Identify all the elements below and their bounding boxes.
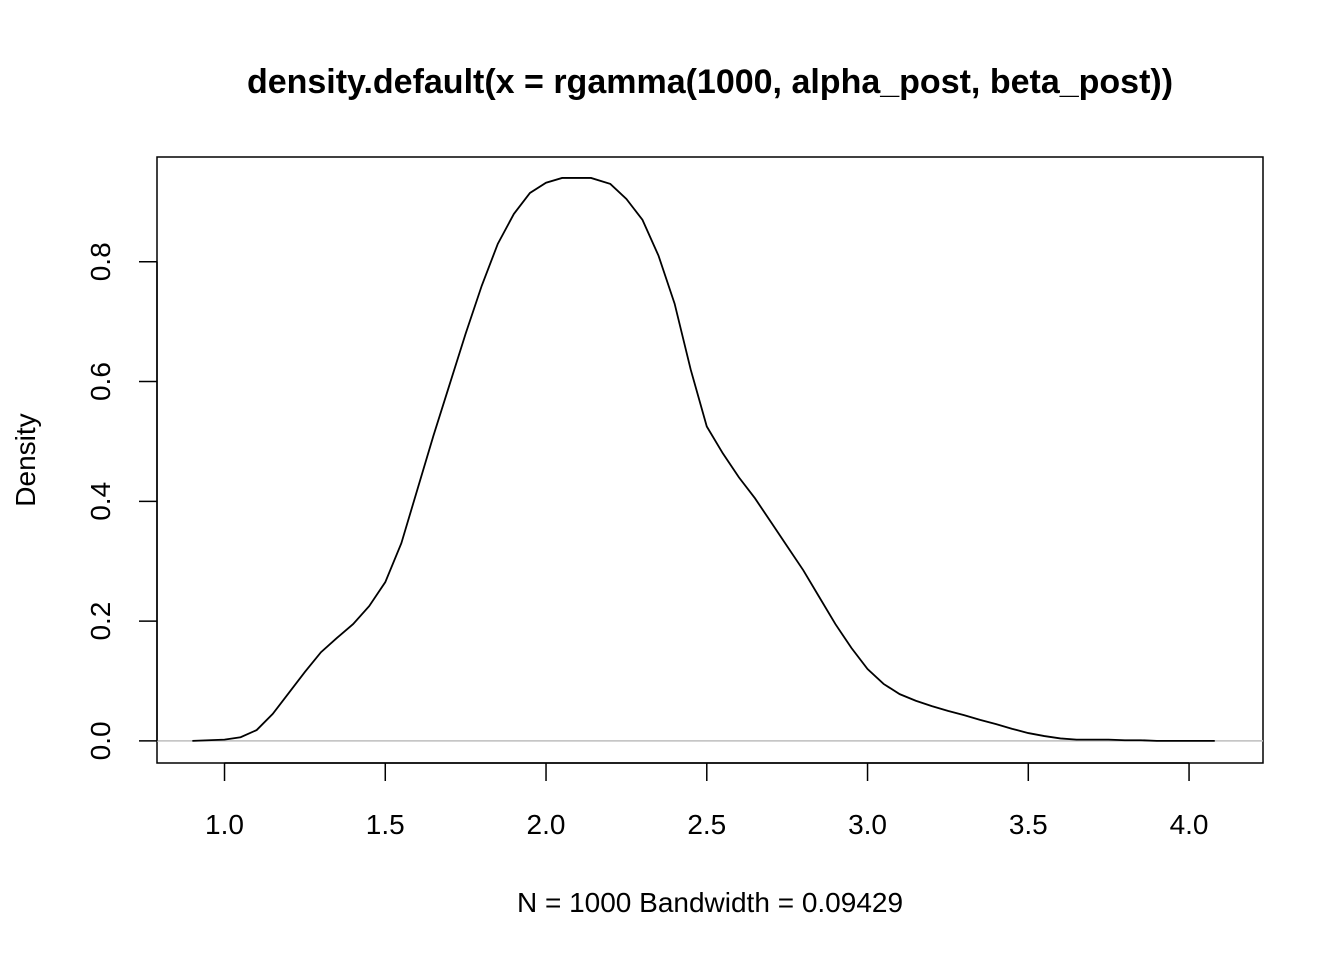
y-tick-label: 0.2 [85, 602, 116, 641]
x-axis-label: N = 1000 Bandwidth = 0.09429 [517, 887, 903, 918]
y-axis-label: Density [10, 413, 41, 506]
y-tick-label: 0.0 [85, 721, 116, 760]
x-tick-label: 4.0 [1170, 809, 1209, 840]
y-tick-label: 0.4 [85, 482, 116, 521]
y-tick-label: 0.6 [85, 362, 116, 401]
x-tick-label: 3.5 [1009, 809, 1048, 840]
x-tick-label: 1.5 [366, 809, 405, 840]
plot-frame [156, 156, 1264, 764]
y-tick-label: 0.8 [85, 242, 116, 281]
x-tick-label: 2.5 [687, 809, 726, 840]
x-tick-label: 3.0 [848, 809, 887, 840]
chart-title: density.default(x = rgamma(1000, alpha_p… [247, 63, 1173, 101]
x-tick-label: 2.0 [527, 809, 566, 840]
y-axis: 0.0 0.2 0.4 0.6 0.8 [85, 242, 158, 760]
x-axis: 1.0 1.5 2.0 2.5 3.0 3.5 4.0 [205, 762, 1209, 840]
density-line [192, 177, 1215, 742]
x-tick-label: 1.0 [205, 809, 244, 840]
